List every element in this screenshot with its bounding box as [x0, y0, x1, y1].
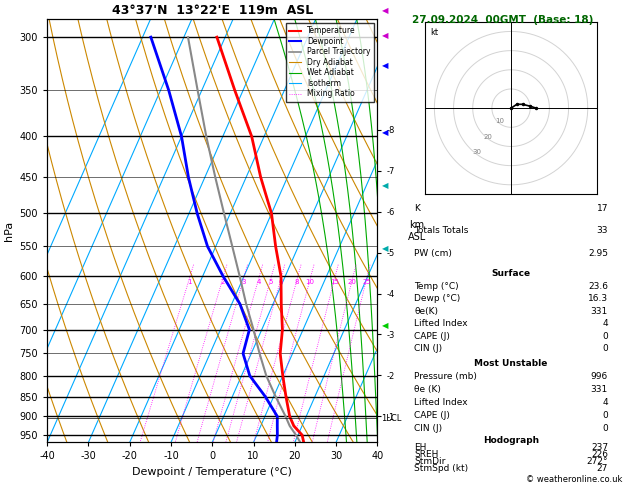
Text: 226: 226 — [591, 450, 608, 459]
Text: 4: 4 — [603, 319, 608, 328]
Text: Lifted Index: Lifted Index — [414, 319, 468, 328]
Text: 2: 2 — [220, 279, 225, 285]
Text: 996: 996 — [591, 372, 608, 381]
Text: 17: 17 — [596, 204, 608, 213]
Title: 43°37'N  13°22'E  119m  ASL: 43°37'N 13°22'E 119m ASL — [112, 4, 313, 17]
Text: 0: 0 — [602, 424, 608, 433]
Text: 3: 3 — [241, 279, 245, 285]
Text: 27: 27 — [597, 464, 608, 472]
Text: CAPE (J): CAPE (J) — [414, 411, 450, 420]
Text: StmDir: StmDir — [414, 457, 445, 466]
Text: Lifted Index: Lifted Index — [414, 398, 468, 407]
Text: SREH: SREH — [414, 450, 438, 459]
Text: © weatheronline.co.uk: © weatheronline.co.uk — [526, 474, 623, 484]
Text: CIN (J): CIN (J) — [414, 424, 442, 433]
Text: 33: 33 — [596, 226, 608, 235]
Text: 20: 20 — [348, 279, 357, 285]
Text: CAPE (J): CAPE (J) — [414, 331, 450, 341]
Text: 16.3: 16.3 — [588, 294, 608, 303]
Text: 331: 331 — [591, 307, 608, 315]
Text: 15: 15 — [330, 279, 339, 285]
Text: kt: kt — [430, 28, 438, 37]
Text: 6: 6 — [279, 279, 283, 285]
Legend: Temperature, Dewpoint, Parcel Trajectory, Dry Adiabat, Wet Adiabat, Isotherm, Mi: Temperature, Dewpoint, Parcel Trajectory… — [286, 23, 374, 102]
Text: Most Unstable: Most Unstable — [474, 359, 548, 368]
Text: 25: 25 — [362, 279, 371, 285]
Text: ◀: ◀ — [382, 61, 389, 69]
Text: EH: EH — [414, 443, 426, 452]
Text: 10: 10 — [495, 119, 504, 124]
Text: Dewp (°C): Dewp (°C) — [414, 294, 460, 303]
Text: PW (cm): PW (cm) — [414, 249, 452, 258]
Text: Totals Totals: Totals Totals — [414, 226, 469, 235]
Text: 1LCL: 1LCL — [381, 414, 401, 423]
Text: 20: 20 — [484, 134, 493, 140]
Text: 30: 30 — [472, 149, 481, 155]
Text: θe (K): θe (K) — [414, 385, 441, 394]
Text: 0: 0 — [602, 411, 608, 420]
Text: ◀: ◀ — [382, 31, 389, 40]
Text: StmSpd (kt): StmSpd (kt) — [414, 464, 468, 472]
Text: 8: 8 — [295, 279, 299, 285]
Text: 237: 237 — [591, 443, 608, 452]
Text: 10: 10 — [306, 279, 314, 285]
Text: Surface: Surface — [491, 269, 531, 278]
Y-axis label: km
ASL: km ASL — [408, 220, 426, 242]
Text: 4: 4 — [603, 398, 608, 407]
Text: 27.09.2024  00GMT  (Base: 18): 27.09.2024 00GMT (Base: 18) — [412, 15, 593, 25]
Text: 1: 1 — [187, 279, 191, 285]
Text: Pressure (mb): Pressure (mb) — [414, 372, 477, 381]
Text: CIN (J): CIN (J) — [414, 344, 442, 353]
Text: 0: 0 — [602, 331, 608, 341]
Text: ◀: ◀ — [382, 321, 389, 330]
Text: 4: 4 — [256, 279, 260, 285]
Y-axis label: hPa: hPa — [4, 221, 14, 241]
Text: Hodograph: Hodograph — [483, 436, 539, 445]
Text: ◀: ◀ — [382, 127, 389, 137]
Text: 272°: 272° — [586, 457, 608, 466]
Text: ◀: ◀ — [382, 243, 389, 253]
Text: 0: 0 — [602, 344, 608, 353]
Text: Temp (°C): Temp (°C) — [414, 281, 459, 291]
Text: 2.95: 2.95 — [588, 249, 608, 258]
Text: θe(K): θe(K) — [414, 307, 438, 315]
X-axis label: Dewpoint / Temperature (°C): Dewpoint / Temperature (°C) — [132, 467, 292, 477]
Text: ◀: ◀ — [382, 181, 389, 190]
Text: 5: 5 — [269, 279, 273, 285]
Text: ◀: ◀ — [382, 6, 389, 15]
Text: 23.6: 23.6 — [588, 281, 608, 291]
Text: 331: 331 — [591, 385, 608, 394]
Text: K: K — [414, 204, 420, 213]
